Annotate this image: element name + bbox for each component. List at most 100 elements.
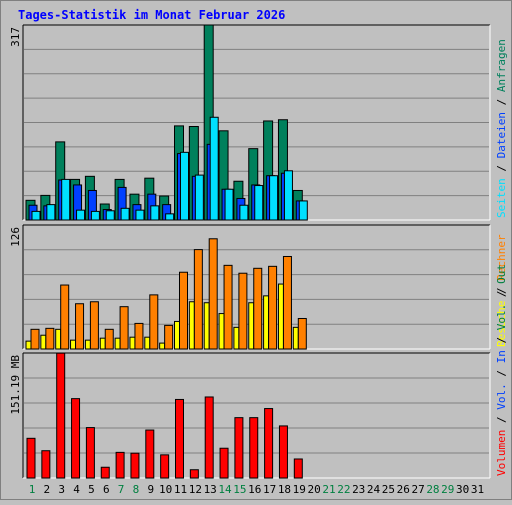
bar-volumen-day-5 [85,427,95,479]
legend-middle: Besuche / Rechner [495,234,508,347]
chart-title: Tages-Statistik im Monat Februar 2026 [18,8,285,22]
legend-entry: / [495,416,508,423]
bar-rechner-day-3 [60,284,70,350]
legend-separator [495,330,508,337]
bar-seiten-day-12 [194,174,204,221]
x-tick-label-day-8: 8 [133,483,140,496]
bar-seiten-day-7 [120,207,130,221]
x-tick-label-day-3: 3 [58,483,65,496]
x-tick-label-day-15: 15 [233,483,246,496]
panel-middle: 126 Besuche / Rechner [9,224,508,350]
bar-seiten-day-6 [105,210,115,221]
bar-seiten-day-15 [239,204,249,221]
legend-bottom: Volumen / Vol. / In / Vol. / Out [495,264,508,476]
x-tick-label-day-12: 12 [189,483,202,496]
y-axis-max-label: 126 [9,227,22,247]
legend-entry: Seiten [495,178,508,218]
bar-seiten-day-14 [224,188,234,221]
y-axis-max-label: 151.19 MB [9,355,22,415]
bar-rechner-day-2 [45,327,55,350]
bar-volumen-day-7 [115,451,125,479]
bar-volumen-day-13 [204,396,214,479]
bar-rechner-day-15 [238,272,248,350]
x-tick-label-day-21: 21 [322,483,335,496]
legend-entry: In [495,350,508,363]
bar-volumen-day-6 [100,466,110,479]
legend-entry: Besuche [495,301,508,347]
x-tick-label-day-19: 19 [293,483,306,496]
legend-entry: Anfragen [495,39,508,92]
bar-rechner-day-9 [149,294,159,350]
bar-volumen-day-15 [234,417,244,479]
x-tick-label-day-28: 28 [426,483,439,496]
bar-volumen-day-11 [175,398,184,479]
x-tick-label-day-4: 4 [73,483,80,496]
bar-seiten-day-4 [76,209,86,221]
bar-rechner-day-14 [223,264,233,350]
panel-bottom: 151.19 MB Volumen / Vol. / In / Vol. / Ou… [9,264,508,479]
bar-volumen-day-4 [71,398,81,479]
legend-separator: / [495,284,508,304]
legend-separator: / [495,363,508,383]
bar-rechner-day-17 [268,265,278,350]
bar-volumen-day-12 [189,469,199,479]
x-tick-label-day-22: 22 [337,483,350,496]
legend-entry: Out [495,264,508,284]
bar-besuche-day-12 [188,301,195,350]
legend-separator: / [495,281,508,301]
bar-besuche-day-10 [159,342,166,350]
x-tick-label-day-26: 26 [397,483,410,496]
x-tick-label-day-7: 7 [118,483,125,496]
bar-volumen-day-18 [278,425,288,479]
bar-rechner-day-4 [75,303,85,350]
panel-top: 317 Seiten / Dateien / Anfragen [9,24,508,221]
x-tick-label-day-14: 14 [218,483,232,496]
bar-besuche-day-11 [174,320,180,350]
bar-seiten-day-3 [61,178,71,221]
x-tick-label-day-31: 31 [471,483,484,496]
bar-seiten-day-1 [31,210,41,221]
bar-besuche-day-4 [70,339,77,350]
bar-besuche-day-8 [129,336,136,350]
bar-besuche-day-9 [144,336,151,350]
x-tick-label-day-6: 6 [103,483,110,496]
x-tick-label-day-18: 18 [278,483,291,496]
bar-besuche-day-2 [40,334,47,350]
bar-besuche-day-14 [218,313,225,350]
bar-volumen-day-19 [293,458,303,479]
bar-volumen-day-2 [41,450,51,479]
bar-rechner-day-6 [104,328,114,350]
bar-besuche-day-17 [263,295,270,350]
bar-besuche-day-15 [233,326,240,350]
bar-seiten-day-19 [298,200,308,221]
legend-entry: Vol. [495,383,508,410]
bar-rechner-day-11 [179,271,188,350]
x-tick-label-day-13: 13 [204,483,217,496]
x-tick-label-day-10: 10 [159,483,172,496]
x-tick-label-day-30: 30 [456,483,469,496]
bar-besuche-day-3 [55,328,62,350]
legend-separator [495,344,508,351]
legend-entry: / [495,337,508,344]
bar-seiten-day-2 [46,204,56,221]
bar-rechner-day-10 [164,324,174,350]
bar-volumen-day-9 [145,429,155,479]
bar-seiten-day-16 [254,185,264,221]
bar-rechner-day-1 [30,328,40,350]
bar-seiten-day-5 [90,210,100,221]
bar-besuche-day-18 [277,283,284,350]
x-tick-label-day-17: 17 [263,483,276,496]
x-tick-label-day-24: 24 [367,483,381,496]
y-axis-max-label: 317 [9,27,22,47]
legend-separator [495,410,508,417]
x-tick-label-day-9: 9 [147,483,154,496]
x-tick-label-day-11: 11 [174,483,187,496]
bar-rechner-day-16 [253,267,263,350]
bar-volumen-day-10 [160,454,170,479]
bar-besuche-day-5 [84,339,91,350]
bar-besuche-day-19 [292,326,299,350]
bar-seiten-day-8 [135,209,145,221]
bar-besuche-day-13 [203,302,210,350]
